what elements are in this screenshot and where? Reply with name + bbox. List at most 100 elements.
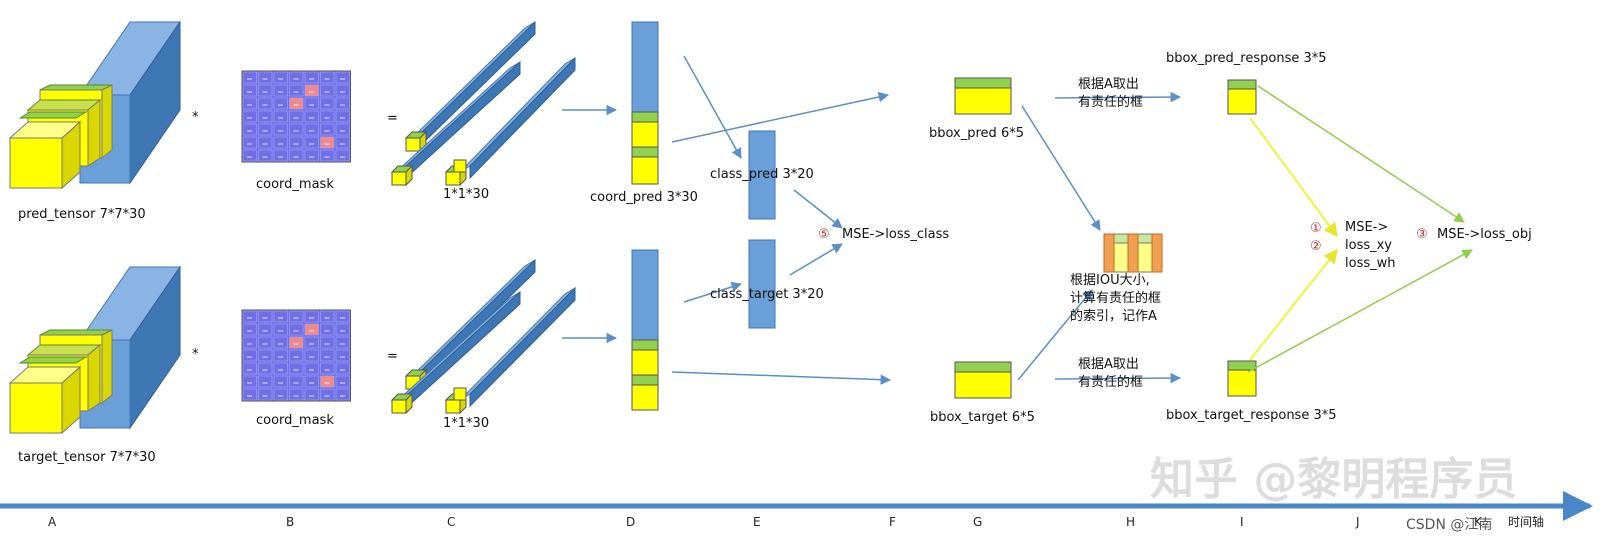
grid-cell [258,110,273,123]
grid-cell [289,84,304,97]
grid-cell [258,323,273,336]
grid-cell [273,336,288,349]
grid-cell [242,310,257,323]
grid-cell [335,149,350,162]
bbox-target-response-label: bbox_target_response 3*5 [1166,408,1337,423]
grid-cell [289,375,304,388]
grid-cell [258,336,273,349]
class-pred-label: class_pred 3*20 [710,167,814,182]
bbox-target-response-block [1227,360,1257,397]
grid-cell [289,123,304,136]
multiply-sign-bottom: * [192,347,199,362]
grid-cell [289,71,304,84]
axis-tick-a: A [48,515,57,529]
bbox-pred-label: bbox_pred 6*5 [929,126,1024,141]
arrow-bbox-target-response [1054,372,1182,384]
arrow-d-bbox-pred [671,91,890,143]
grid-cell [273,136,288,149]
grid-cell [320,149,335,162]
grid-cell [320,336,335,349]
grid-cell [304,336,319,349]
grid-cell [289,136,304,149]
grid-cell [335,136,350,149]
grid-cell [335,123,350,136]
arrow-bbox-pred-iou [1021,105,1101,231]
iou-note-line2: 计算有责任的框 [1070,290,1161,306]
grid-cell [242,84,257,97]
grid-cell [289,349,304,362]
iou-block [1103,233,1163,273]
grid-cell [258,149,273,162]
arrow-d-class-pred [683,55,742,159]
marker-2: ② [1310,239,1322,254]
marker-1: ① [1310,221,1322,236]
grid-cell [273,310,288,323]
grid-cell [289,310,304,323]
grid-cell [304,149,319,162]
bbox-target-label: bbox_target 6*5 [930,410,1035,425]
time-axis-end-label: 时间轴 [1508,514,1544,529]
grid-cell [304,123,319,136]
mse-loss-obj-label: MSE->loss_obj [1437,227,1532,242]
arrow-pred-response-obj [1257,85,1465,223]
coord-mask-grid-top [241,70,351,163]
axis-tick-d: D [626,515,635,529]
grid-cell [242,110,257,123]
grid-cell [335,84,350,97]
grid-cell [335,310,350,323]
arrow-class-target-mse [789,243,843,276]
grid-cell [335,336,350,349]
grid-cell [304,136,319,149]
arrow-target-response-obj [1247,249,1473,373]
axis-tick-e: E [753,515,761,529]
mse-loss-class-label: MSE->loss_class [842,227,949,242]
zhihu-watermark: 知乎 @黎明程序员 [1150,454,1517,505]
grid-cell [320,388,335,401]
grid-cell [304,375,319,388]
target-tensor-cube [8,265,181,435]
grid-cell [242,123,257,136]
vector-shape-label-top: 1*1*30 [443,187,489,202]
target-tensor-label: target_tensor 7*7*30 [18,450,156,465]
grid-cell [335,71,350,84]
csdn-watermark: CSDN @江南 [1406,517,1492,533]
grid-cell [304,97,319,110]
grid-cell [258,349,273,362]
class-target-label: class_target 3*20 [710,287,824,302]
grid-cell [289,97,304,110]
axis-tick-b: B [286,515,294,529]
grid-cell [320,375,335,388]
vector-shape-label-bottom: 1*1*30 [443,416,489,431]
grid-cell [258,123,273,136]
grid-cell [258,375,273,388]
grid-cell [289,149,304,162]
grid-cell [273,110,288,123]
grid-cell [335,362,350,375]
grid-cell [258,71,273,84]
coord-mask-label-bottom: coord_mask [256,413,334,428]
selected-vectors-bottom [390,258,576,415]
arrow-target-response-xywh [1249,248,1338,361]
grid-cell [242,97,257,110]
equals-sign-top: = [387,111,398,126]
grid-cell [304,110,319,123]
select-by-a-top-line1: 根据A取出 [1078,77,1139,92]
grid-cell [258,136,273,149]
grid-cell [273,349,288,362]
grid-cell [320,136,335,149]
bbox-target-block [954,361,1012,399]
grid-cell [242,136,257,149]
coord-mask-label-top: coord_mask [256,177,334,192]
grid-cell [242,349,257,362]
grid-cell [320,310,335,323]
axis-tick-c: C [447,515,455,529]
axis-tick-f: F [889,515,896,529]
grid-cell [273,323,288,336]
grid-cell [242,362,257,375]
grid-cell [242,388,257,401]
grid-cell [335,388,350,401]
grid-cell [320,323,335,336]
grid-cell [335,375,350,388]
axis-tick-g: G [973,515,982,529]
